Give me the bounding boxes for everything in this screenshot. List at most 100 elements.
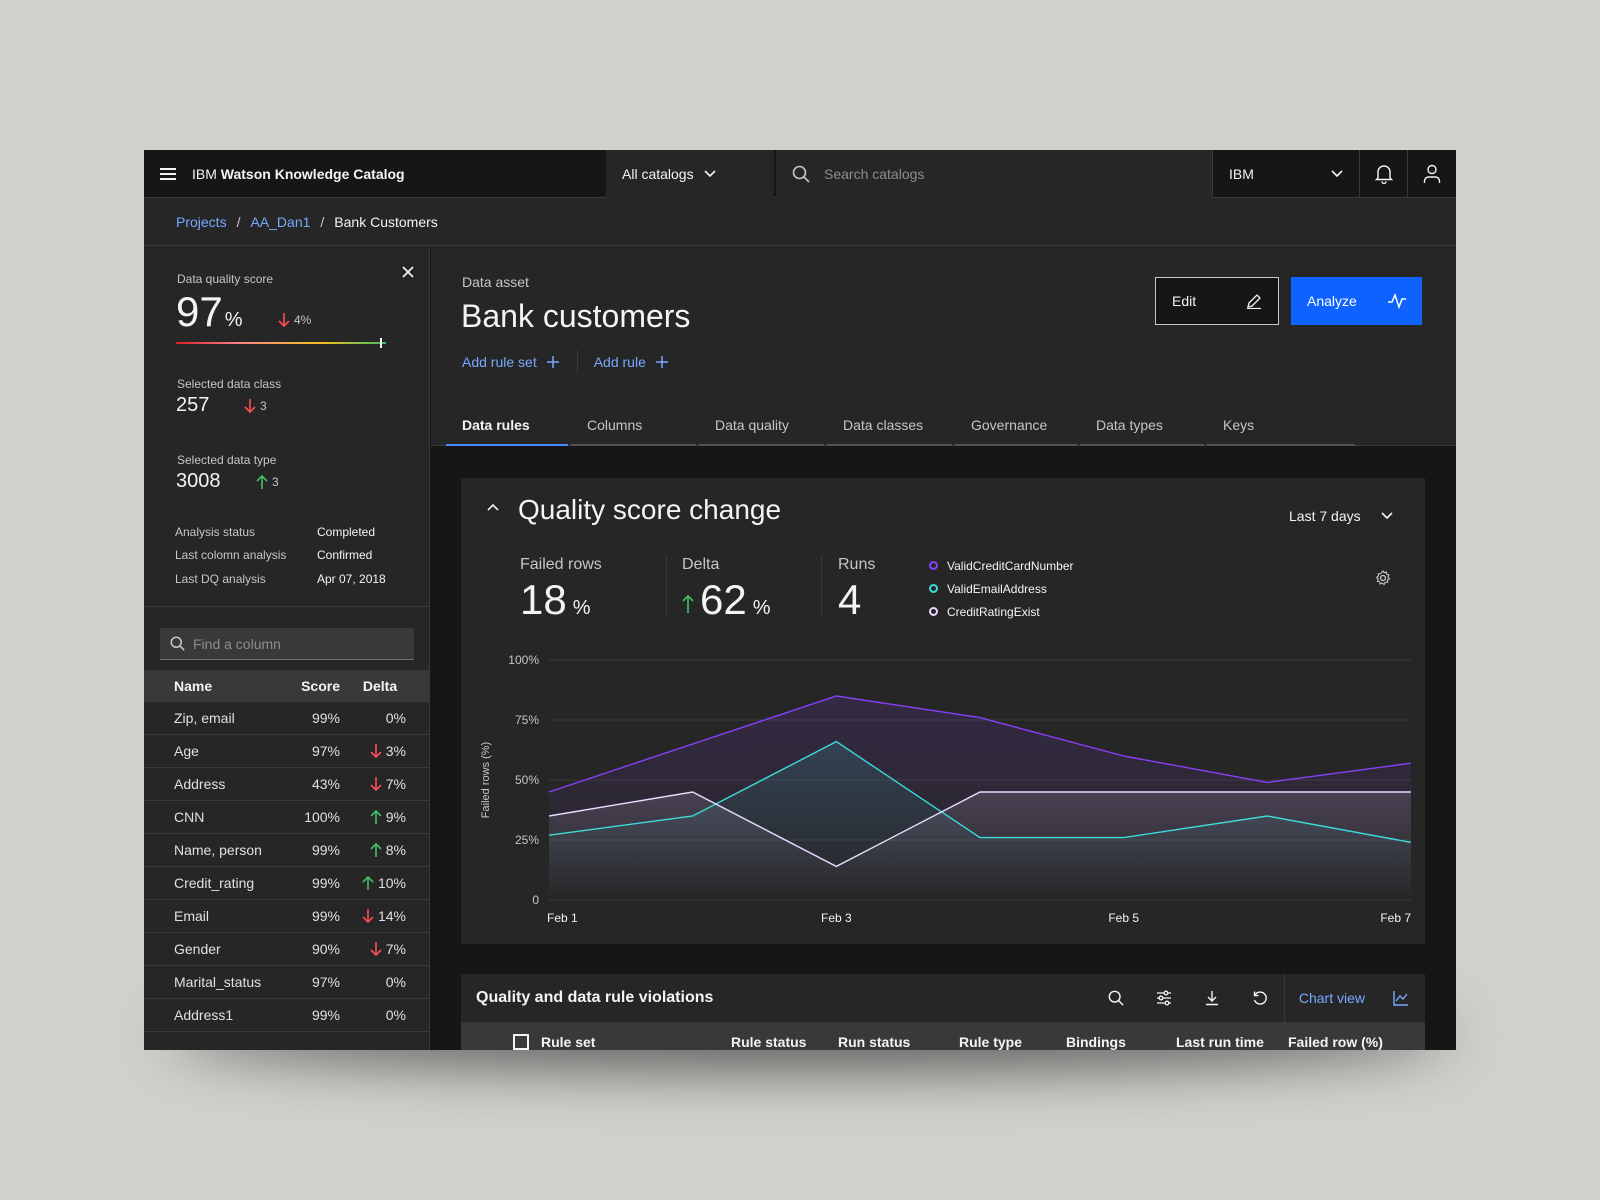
- range-dropdown[interactable]: Last 7 days: [1289, 508, 1393, 524]
- table-row[interactable]: Name, person 99% 8%: [144, 834, 430, 867]
- meta-last-dq-analysis: Last DQ analysis Apr 07, 2018: [175, 572, 386, 586]
- table-row[interactable]: Zip, email 99% 0%: [144, 702, 430, 735]
- column-delta-value: 7%: [385, 776, 406, 792]
- notifications-button[interactable]: [1360, 150, 1408, 198]
- legend-item[interactable]: ValidEmailAddress: [929, 577, 1074, 600]
- divider: [666, 556, 667, 616]
- user-profile-button[interactable]: [1408, 150, 1456, 198]
- legend-marker: [929, 584, 938, 593]
- legend-item[interactable]: ValidCreditCardNumber: [929, 554, 1074, 577]
- dq-score-marker: [380, 338, 382, 348]
- table-row[interactable]: Email 99% 14%: [144, 900, 430, 933]
- table-row[interactable]: Credit_rating 99% 10%: [144, 867, 430, 900]
- table-row[interactable]: Gender 90% 7%: [144, 933, 430, 966]
- column-name: Address: [174, 776, 226, 792]
- org-switcher[interactable]: IBM: [1212, 150, 1360, 198]
- tab-bar: Data rules Columns Data quality Data cla…: [446, 406, 1358, 446]
- column-delta-value: 10%: [377, 875, 406, 891]
- x-tick-label: Feb 1: [547, 911, 578, 925]
- meta-value: Completed: [317, 525, 376, 539]
- column-name: Email: [174, 908, 210, 924]
- select-all-checkbox[interactable]: [513, 1034, 529, 1050]
- header-name[interactable]: Name: [174, 678, 213, 694]
- filter-button[interactable]: [1140, 974, 1188, 1022]
- column-name: CNN: [174, 809, 205, 825]
- table-row[interactable]: Age 97% 3%: [144, 735, 430, 768]
- breadcrumb-current: Bank Customers: [334, 213, 438, 230]
- chart-view-button[interactable]: [1377, 974, 1425, 1022]
- column-name: Marital_status: [174, 974, 262, 990]
- header-score[interactable]: Score: [301, 678, 340, 694]
- chart-view-toggle[interactable]: Chart view: [1283, 974, 1377, 1022]
- catalog-switcher-label: All catalogs: [622, 165, 694, 182]
- quality-line-chart: 0 25% 50% 75% 100% Failed rows (%) Feb 1 Feb 3 F…: [480, 653, 1412, 925]
- header-search-input[interactable]: Search catalogs: [776, 150, 1212, 198]
- search-placeholder: Search catalogs: [824, 165, 925, 182]
- top-header: IBM Watson Knowledge Catalog All catalog…: [144, 150, 1456, 198]
- y-axis-label: Failed rows (%): [480, 742, 492, 818]
- col-failed-row[interactable]: Failed row (%): [1288, 1034, 1383, 1050]
- table-row[interactable]: CNN 100% 9%: [144, 801, 430, 834]
- data-type-label: Selected data type: [177, 453, 277, 467]
- tab-data-rules[interactable]: Data rules: [446, 406, 568, 446]
- meta-value: Confirmed: [317, 548, 373, 562]
- meta-value: Apr 07, 2018: [317, 572, 386, 586]
- data-class-value: 257: [176, 394, 210, 416]
- chevron-up-icon[interactable]: [487, 502, 499, 512]
- refresh-button[interactable]: [1236, 974, 1284, 1022]
- close-icon[interactable]: [400, 264, 416, 280]
- arrow-up-icon: [256, 474, 268, 489]
- column-search-placeholder: Find a column: [193, 635, 281, 652]
- breadcrumb-project[interactable]: AA_Dan1: [250, 213, 311, 230]
- tab-columns[interactable]: Columns: [571, 406, 696, 446]
- table-row[interactable]: Address 43% 7%: [144, 768, 430, 801]
- column-delta: 3%: [340, 743, 420, 759]
- breadcrumb-projects[interactable]: Projects: [176, 213, 227, 230]
- table-row[interactable]: Marital_status 97% 0%: [144, 966, 430, 999]
- column-delta-value: 8%: [385, 842, 406, 858]
- catalog-switcher[interactable]: All catalogs: [606, 150, 774, 198]
- legend-item[interactable]: CreditRatingExist: [929, 600, 1074, 623]
- gear-icon[interactable]: [1375, 570, 1391, 586]
- data-class-delta: 3: [244, 398, 267, 414]
- header-delta[interactable]: Delta: [362, 678, 398, 694]
- add-rule-set-link[interactable]: Add rule set: [462, 354, 559, 370]
- column-score: 99%: [311, 842, 340, 858]
- column-delta: 7%: [340, 776, 420, 792]
- col-bindings[interactable]: Bindings: [1066, 1034, 1126, 1050]
- col-rule-status[interactable]: Rule status: [731, 1034, 807, 1050]
- add-rule-link[interactable]: Add rule: [594, 354, 668, 370]
- kpi-label: Failed rows: [520, 556, 602, 573]
- plus-icon: [546, 356, 559, 368]
- col-last-run-time[interactable]: Last run time: [1176, 1034, 1264, 1050]
- edit-button-label: Edit: [1172, 293, 1197, 309]
- tab-keys[interactable]: Keys: [1207, 406, 1355, 446]
- tab-data-classes[interactable]: Data classes: [827, 406, 952, 446]
- dq-score-value: 97%: [176, 288, 243, 336]
- search-icon: [1108, 990, 1124, 1006]
- kpi-unit: %: [572, 597, 591, 619]
- column-score: 90%: [311, 941, 340, 957]
- column-search-input[interactable]: Find a column: [160, 628, 414, 660]
- analyze-button[interactable]: Analyze: [1291, 277, 1422, 325]
- download-button[interactable]: [1188, 974, 1236, 1022]
- violations-toolbar: Chart view: [1092, 974, 1425, 1022]
- tab-governance[interactable]: Governance: [955, 406, 1077, 446]
- column-score: 99%: [311, 1007, 340, 1023]
- chevron-down-icon: [1381, 512, 1393, 520]
- search-button[interactable]: [1092, 974, 1140, 1022]
- legend-marker: [929, 607, 938, 616]
- col-rule-set[interactable]: Rule set: [541, 1034, 596, 1050]
- tab-data-quality[interactable]: Data quality: [699, 406, 824, 446]
- series-line: [548, 695, 1412, 793]
- series-area: [549, 792, 1411, 900]
- app-name[interactable]: IBM Watson Knowledge Catalog: [192, 166, 606, 182]
- menu-button[interactable]: [144, 150, 192, 198]
- table-row[interactable]: Address1 99% 0%: [144, 999, 430, 1032]
- col-rule-type[interactable]: Rule type: [959, 1034, 1023, 1050]
- edit-button[interactable]: Edit: [1155, 277, 1279, 325]
- series-line: [548, 791, 1411, 868]
- brand-prefix: IBM: [192, 165, 217, 182]
- tab-data-types[interactable]: Data types: [1080, 406, 1204, 446]
- col-run-status[interactable]: Run status: [838, 1034, 911, 1050]
